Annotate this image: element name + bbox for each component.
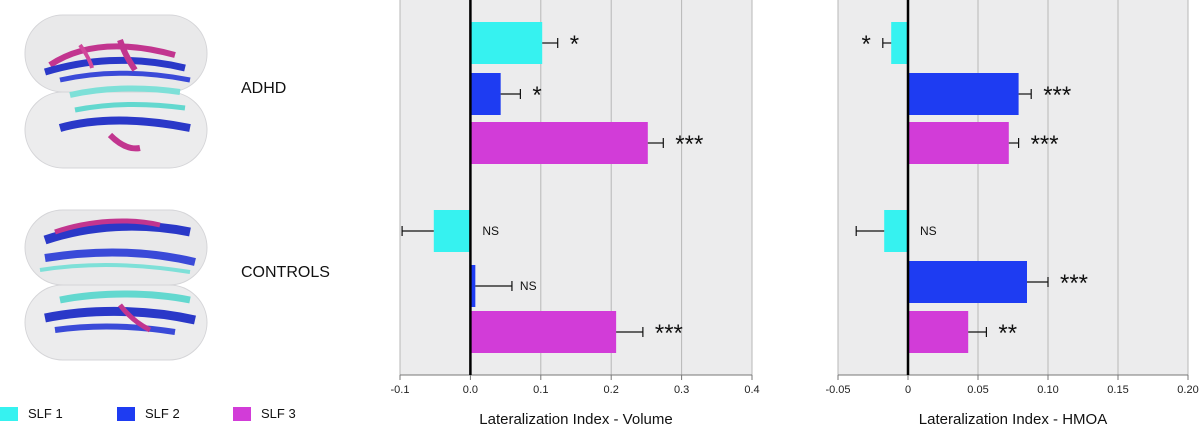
chart0-significance-label: *: [532, 82, 541, 109]
legend-item-slf3: SLF 3: [233, 406, 296, 421]
chart0-bar: [470, 122, 648, 164]
chart1-bar: [908, 73, 1019, 115]
chart1-tick-label: 0.05: [967, 384, 988, 396]
chart0-tick-label: -0.1: [391, 384, 410, 396]
chart1-significance-label: *: [861, 31, 870, 58]
chart1-x-axis-title: Lateralization Index - HMOA: [919, 411, 1107, 427]
group-label-controls: CONTROLS: [241, 264, 330, 281]
chart0-tick-label: 0.3: [674, 384, 689, 396]
chart1-significance-label: NS: [920, 224, 937, 238]
chart0-bar: [470, 73, 501, 115]
volume-chart: -0.1 0.0 0.1 0.2 0.3 0.4*****NSNS***Lateraliz…: [391, 0, 760, 427]
legend-label-slf1: SLF 1: [28, 406, 63, 421]
hmoa-chart: -0.05 0 0.05 0.10 0.15 0.20*******NS*****Late…: [825, 0, 1199, 427]
legend-label-slf3: SLF 3: [261, 406, 296, 421]
chart0-x-axis-title: Lateralization Index - Volume: [479, 411, 672, 427]
legend-swatch-slf3: [233, 406, 251, 421]
legend-label-slf2: SLF 2: [145, 406, 180, 421]
chart0-tick-label: 0.1: [533, 384, 548, 396]
legend-item-slf1: SLF 1: [0, 406, 63, 421]
chart1-bar: [884, 210, 908, 252]
chart1-tick-label: 0.20: [1177, 384, 1198, 396]
chart0-significance-label: NS: [482, 224, 499, 238]
chart1-bar: [908, 122, 1009, 164]
chart0-tick-label: 0.2: [604, 384, 619, 396]
legend-swatch-slf1: [0, 406, 18, 421]
chart0-tick-label: 0.0: [463, 384, 478, 396]
chart0-bar: [470, 22, 543, 64]
chart1-tick-label: -0.05: [825, 384, 850, 396]
adhd-brain-image: [24, 14, 208, 169]
controls-brain-image: [24, 209, 208, 361]
legend-swatch-slf2: [117, 406, 135, 421]
chart0-significance-label: ***: [655, 320, 683, 347]
chart0-tick-label: 0.4: [744, 384, 759, 396]
chart0-significance-label: NS: [520, 279, 537, 293]
chart0-significance-label: ***: [675, 131, 703, 158]
brain-tractography-images: [24, 14, 208, 361]
legend-item-slf2: SLF 2: [117, 406, 180, 421]
chart1-bar: [908, 261, 1027, 303]
chart1-significance-label: **: [998, 320, 1017, 347]
group-label-adhd: ADHD: [241, 80, 287, 97]
chart1-tick-label: 0.15: [1107, 384, 1128, 396]
chart1-significance-label: ***: [1060, 270, 1088, 297]
chart0-bar: [433, 210, 471, 252]
chart0-bar: [470, 265, 476, 307]
chart1-tick-label: 0.10: [1037, 384, 1058, 396]
chart1-significance-label: ***: [1043, 82, 1071, 109]
chart1-bar: [891, 22, 908, 64]
chart0-significance-label: *: [570, 31, 579, 58]
chart1-plot-background: [838, 0, 1188, 375]
chart0-bar: [470, 311, 617, 353]
chart1-tick-label: 0: [905, 384, 911, 396]
chart1-bar: [908, 311, 969, 353]
chart1-significance-label: ***: [1031, 131, 1059, 158]
